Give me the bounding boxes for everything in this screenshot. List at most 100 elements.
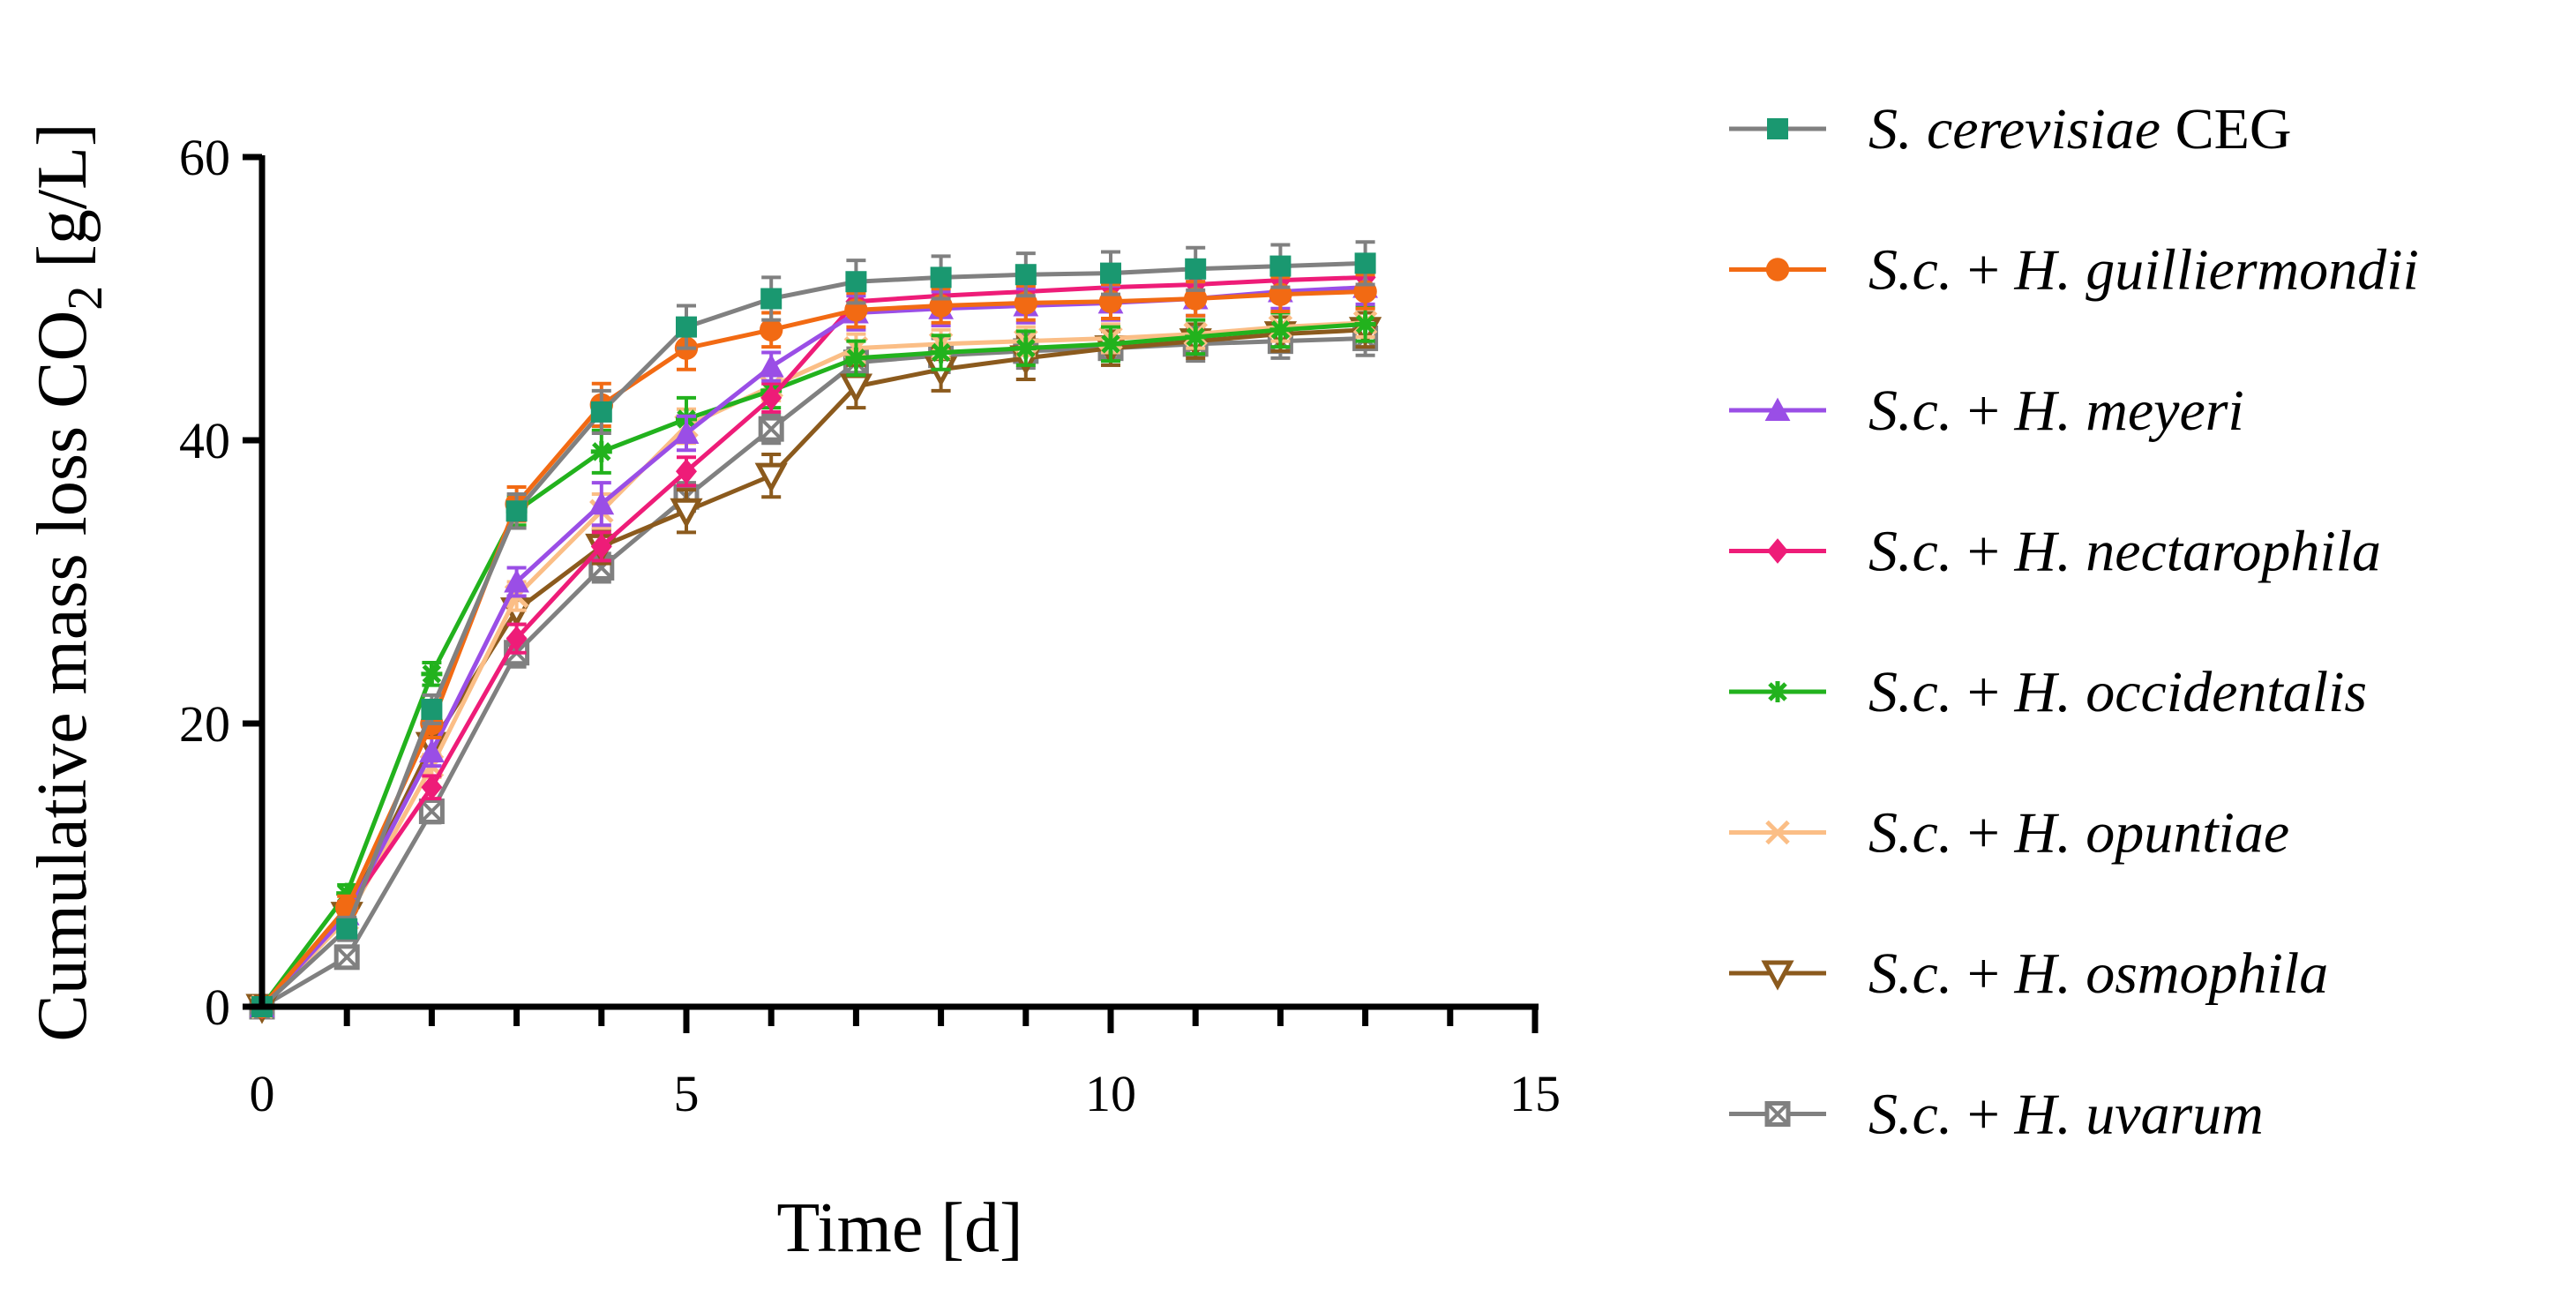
series-line (260, 335, 1366, 1009)
legend-label-text: CEG (2160, 97, 2292, 161)
data-point (1100, 262, 1121, 284)
legend-label-species: H. nectarophila (2014, 520, 2382, 584)
series-2 (249, 268, 1378, 1017)
legend-label-text: + (1952, 660, 2014, 724)
data-point (930, 266, 952, 289)
y-axis-title-main: Cumulative mass loss CO (24, 311, 101, 1042)
marker-x (1765, 1102, 1790, 1126)
legend-label: S.c. + H. nectarophila (1868, 520, 2381, 584)
data-point (590, 401, 612, 423)
plot-area (245, 240, 1382, 1024)
data-point (845, 347, 867, 369)
y-tick-label: 0 (205, 978, 230, 1036)
legend-item: S.c. + H. guilliermondii (1729, 238, 2419, 303)
legend-item: S. cerevisiae CEG (1729, 97, 2292, 161)
data-point (1184, 287, 1208, 311)
legend-label-italic: S.c. (1868, 660, 1952, 724)
data-point (673, 420, 700, 444)
data-point (1354, 252, 1376, 274)
legend-marker (1764, 397, 1791, 421)
data-point (1185, 326, 1207, 348)
x-tick-label: 10 (1085, 1065, 1136, 1122)
legend-marker (1767, 538, 1788, 564)
data-point (421, 774, 443, 800)
legend-label-species: H. uvarum (2014, 1083, 2264, 1147)
legend-label-italic: S.c. (1868, 238, 1952, 303)
data-point (758, 354, 784, 378)
series-5 (250, 306, 1378, 1019)
legend-label-italic: S.c. (1868, 379, 1952, 443)
y-axis-title-subscript: 2 (58, 286, 113, 311)
y-tick-label: 60 (179, 129, 230, 186)
data-point (1269, 255, 1292, 277)
series-line (260, 289, 1366, 1008)
legend-label-text: + (1952, 238, 2014, 303)
series-7 (249, 319, 1379, 1020)
legend-marker (1767, 681, 1788, 702)
legend-item: S.c. + H. opuntiae (1729, 801, 2289, 866)
data-point (1015, 337, 1037, 359)
data-point (760, 385, 783, 411)
data-point (419, 738, 445, 763)
data-point (676, 458, 697, 484)
series-line (259, 321, 1366, 1008)
ticks: 0 20 40 60 0 5 10 15 (179, 129, 1561, 1122)
legend-label-text: + (1952, 801, 2014, 866)
legend-marker (1765, 258, 1790, 281)
data-point (333, 944, 360, 971)
legend-label-species: H. meyeri (2014, 379, 2244, 443)
data-point (418, 798, 445, 825)
legend-label-species: H. occidentalis (2014, 660, 2368, 724)
legend-label-italic: S.c. (1868, 520, 1952, 584)
x-tick-label: 15 (1509, 1065, 1561, 1122)
series-line (260, 260, 1366, 1008)
marker-x (419, 799, 444, 823)
legend-label: S.c. + H. uvarum (1868, 1083, 2264, 1147)
data-point (421, 663, 443, 685)
data-point (421, 698, 443, 720)
legend-label-text: + (1952, 520, 2014, 584)
data-point (505, 500, 528, 522)
marker-x (334, 945, 359, 970)
data-point (676, 316, 697, 338)
data-point (336, 882, 358, 904)
data-point (1269, 319, 1292, 341)
legend-marker (1765, 820, 1790, 845)
legend-label-species: H. opuntiae (2014, 801, 2290, 866)
data-point (670, 498, 703, 529)
legend-label: S.c. + H. guilliermondii (1868, 238, 2419, 303)
x-tick-label: 5 (674, 1065, 700, 1122)
series-4 (251, 305, 1376, 1017)
series-line (260, 274, 1366, 1008)
data-point (758, 416, 784, 442)
legend-label: S. cerevisiae CEG (1868, 97, 2292, 161)
legend-item: S.c. + H. occidentalis (1729, 660, 2367, 724)
legend-label: S.c. + H. opuntiae (1868, 801, 2289, 866)
legend-label-italic: S.c. (1868, 1083, 1952, 1147)
legend-item: S.c. + H. meyeri (1729, 379, 2244, 443)
data-point (505, 626, 528, 652)
axes (258, 155, 1539, 1010)
y-axis-title-unit: [g/L] (24, 123, 101, 285)
y-tick-label: 20 (179, 695, 230, 753)
data-point (588, 491, 615, 515)
data-point (845, 271, 867, 293)
legend-label: S.c. + H. occidentalis (1868, 660, 2367, 724)
y-axis-title: Cumulative mass loss CO2 [g/L] (24, 123, 113, 1041)
data-point (590, 440, 612, 462)
legend-label-text: + (1952, 379, 2014, 443)
x-axis-title: Time [d] (776, 1189, 1022, 1267)
data-point (760, 318, 783, 342)
legend-item: S.c. + H. osmophila (1729, 941, 2328, 1006)
data-point (760, 288, 783, 310)
data-point (1100, 333, 1121, 355)
legend-marker (1764, 1101, 1791, 1127)
legend-label-text: + (1952, 1083, 2014, 1147)
data-point (930, 341, 952, 364)
y-tick-label: 40 (179, 412, 230, 469)
series-1 (250, 273, 1377, 1019)
data-point (1354, 313, 1376, 335)
legend-item: S.c. + H. nectarophila (1729, 520, 2381, 584)
data-point (336, 918, 358, 940)
